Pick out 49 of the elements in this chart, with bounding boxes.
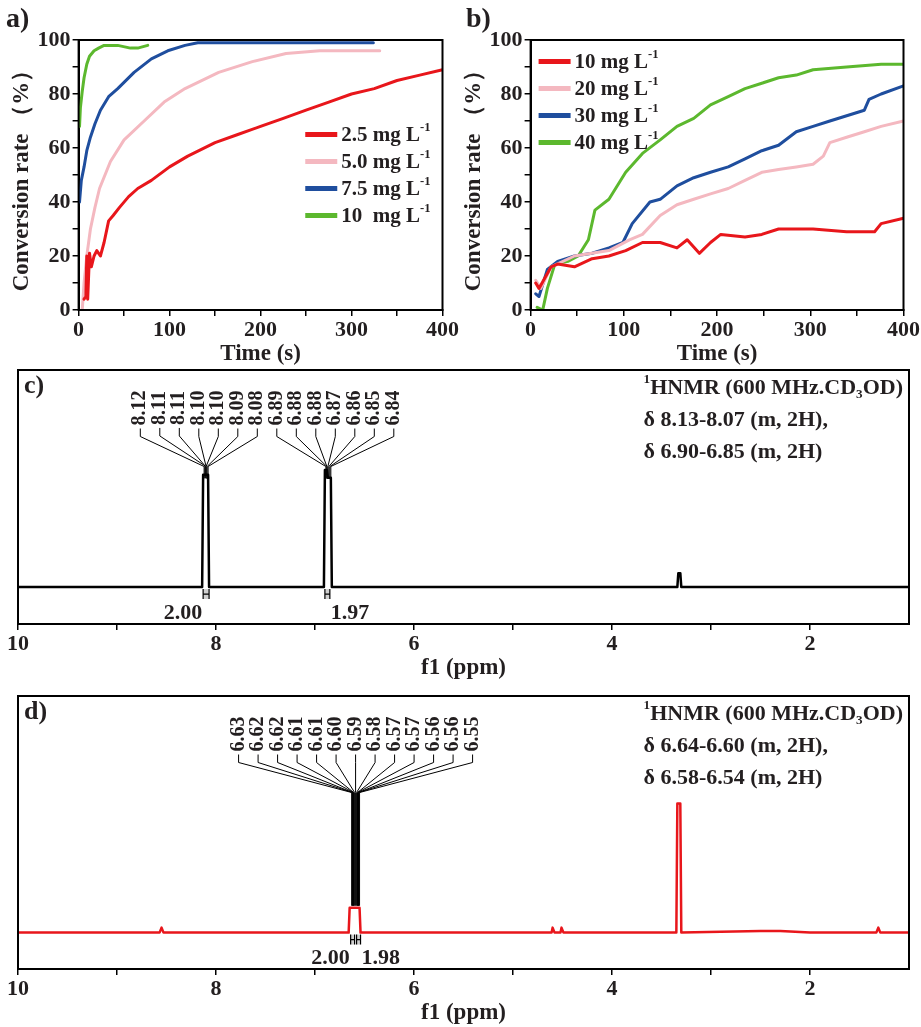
y-tick-label: 20 [500, 241, 523, 267]
band-label: 2.00 [311, 944, 350, 970]
band-label: 1.97 [330, 598, 370, 624]
text: δ 6.90-6.85 (m, 2H) [643, 437, 823, 463]
x-tick-label: 100 [153, 315, 187, 341]
x-tick-label: 400 [426, 315, 459, 341]
x-tick-label: 4 [606, 974, 618, 1000]
y-tick-label: 60 [48, 133, 71, 159]
x-tick-label: 200 [700, 315, 734, 341]
x-tick-label: 4 [606, 629, 618, 655]
x-tick-label: 6 [408, 974, 420, 1000]
chart-title: c) [24, 369, 45, 399]
y-tick-label: 80 [500, 79, 523, 105]
x-axis-title: f1 (ppm) [421, 999, 506, 1025]
chart-title: b) [466, 2, 491, 34]
x-axis-title: Time (s) [676, 340, 758, 366]
chart-title: d) [24, 695, 48, 725]
y-tick-label: 40 [48, 187, 71, 213]
annotation: 6.63 [225, 716, 248, 752]
x-axis-title: f1 (ppm) [421, 654, 506, 680]
y-tick-label: 100 [489, 25, 523, 51]
text: δ 8.13-8.07 (m, 2H), [643, 405, 828, 431]
x-tick-label: 10 [7, 629, 29, 655]
y-tick-label: 0 [511, 295, 523, 321]
y-tick-label: 40 [500, 187, 523, 213]
x-tick-label: 2 [804, 629, 816, 655]
band-label: 1.98 [361, 944, 401, 970]
x-tick-label: 6 [408, 629, 420, 655]
x-tick-label: 8 [210, 629, 222, 655]
y-tick-label: 80 [48, 79, 71, 105]
y-tick-label: 100 [37, 25, 71, 51]
x-tick-label: 8 [210, 974, 222, 1000]
y-axis-title: Conversion rate （%） [7, 58, 33, 292]
band-label: 2.00 [163, 598, 203, 624]
x-tick-label: 100 [607, 315, 641, 341]
y-tick-label: 60 [500, 133, 523, 159]
x-tick-label: 10 [7, 974, 29, 1000]
y-axis-title: Conversion rate （%） [459, 58, 485, 292]
x-tick-label: 300 [793, 315, 827, 341]
x-tick-label: 200 [244, 315, 278, 341]
chart-title: a) [6, 2, 30, 34]
x-tick-label: 2 [804, 974, 816, 1000]
x-tick-label: 300 [335, 315, 369, 341]
x-axis-title: Time (s) [220, 340, 301, 366]
text: δ 6.58-6.54 (m, 2H) [643, 763, 823, 789]
x-tick-label: 400 [887, 315, 920, 341]
y-tick-label: 0 [59, 295, 71, 321]
y-tick-label: 20 [48, 241, 71, 267]
text: δ 6.64-6.60 (m, 2H), [643, 731, 828, 757]
